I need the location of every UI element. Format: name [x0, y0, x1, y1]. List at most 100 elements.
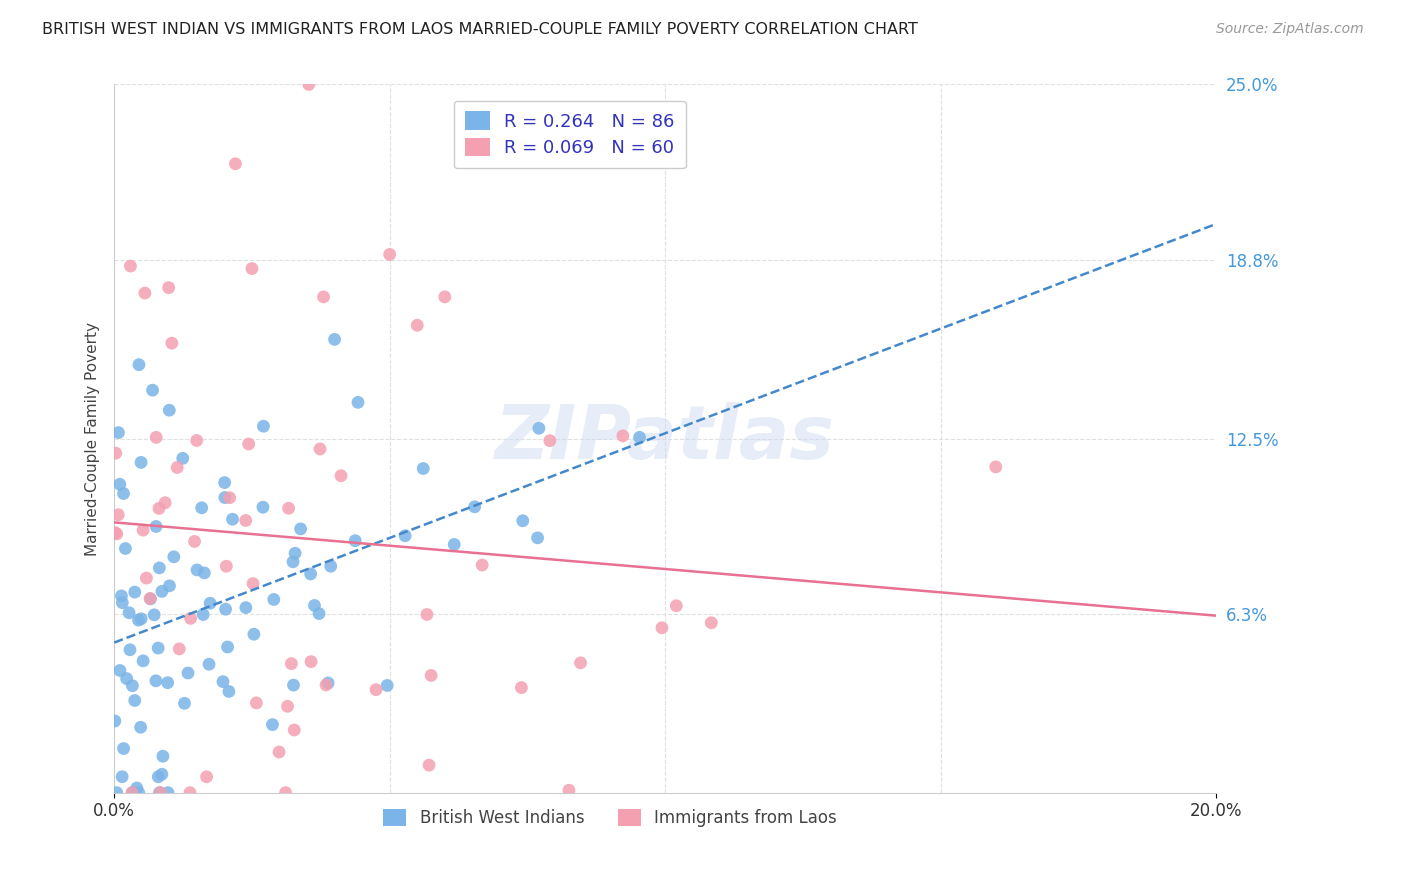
Y-axis label: Married-Couple Family Poverty: Married-Couple Family Poverty [86, 321, 100, 556]
Point [139, 591, 162, 606]
Point [277, 699, 299, 714]
Point [112, 486, 135, 500]
Point [243, 627, 266, 641]
Point [104, 714, 127, 728]
Point [214, 475, 236, 490]
Point [418, 758, 440, 772]
Point [215, 559, 238, 574]
Point [298, 78, 321, 92]
Point [700, 615, 723, 630]
Point [471, 558, 494, 572]
Point [283, 723, 305, 737]
Point [347, 395, 370, 409]
Point [180, 611, 202, 625]
Point [280, 657, 302, 671]
Point [214, 602, 236, 616]
Point [252, 500, 274, 515]
Point [284, 546, 307, 560]
Point [120, 259, 142, 273]
Point [139, 591, 162, 606]
Point [212, 674, 235, 689]
Point [195, 770, 218, 784]
Point [312, 290, 335, 304]
Point [512, 514, 534, 528]
Point [129, 455, 152, 469]
Point [183, 534, 205, 549]
Point [277, 501, 299, 516]
Point [135, 571, 157, 585]
Point [267, 745, 290, 759]
Point [111, 770, 134, 784]
Point [263, 592, 285, 607]
Point [115, 672, 138, 686]
Text: BRITISH WEST INDIAN VS IMMIGRANTS FROM LAOS MARRIED-COUPLE FAMILY POVERTY CORREL: BRITISH WEST INDIAN VS IMMIGRANTS FROM L… [42, 22, 918, 37]
Legend: British West Indians, Immigrants from Laos: British West Indians, Immigrants from La… [377, 803, 844, 834]
Point [166, 460, 188, 475]
Point [190, 500, 212, 515]
Point [538, 434, 561, 448]
Point [558, 783, 581, 797]
Point [104, 446, 127, 460]
Point [118, 642, 141, 657]
Point [612, 429, 634, 443]
Point [375, 678, 398, 692]
Point [124, 693, 146, 707]
Point [157, 403, 180, 417]
Text: Source: ZipAtlas.com: Source: ZipAtlas.com [1216, 22, 1364, 37]
Point [142, 383, 165, 397]
Point [221, 512, 243, 526]
Point [193, 566, 215, 580]
Point [218, 491, 240, 505]
Point [107, 508, 129, 522]
Point [198, 596, 221, 610]
Point [125, 780, 148, 795]
Point [319, 559, 342, 574]
Point [217, 640, 239, 654]
Point [157, 280, 180, 294]
Point [984, 459, 1007, 474]
Point [153, 496, 176, 510]
Point [510, 681, 533, 695]
Point [281, 555, 304, 569]
Point [167, 642, 190, 657]
Point [406, 318, 429, 333]
Point [316, 676, 339, 690]
Point [148, 770, 170, 784]
Point [148, 561, 170, 575]
Point [274, 786, 297, 800]
Point [149, 786, 172, 800]
Point [464, 500, 486, 514]
Text: ZIPatlas: ZIPatlas [495, 402, 835, 475]
Point [148, 501, 170, 516]
Point [107, 425, 129, 440]
Point [150, 767, 173, 781]
Point [235, 600, 257, 615]
Point [150, 584, 173, 599]
Point [104, 525, 127, 540]
Point [290, 522, 312, 536]
Point [315, 678, 337, 692]
Point [163, 549, 186, 564]
Point [143, 607, 166, 622]
Point [394, 529, 416, 543]
Point [160, 336, 183, 351]
Point [145, 673, 167, 688]
Point [214, 491, 236, 505]
Point [304, 599, 326, 613]
Point [179, 786, 201, 800]
Point [240, 261, 263, 276]
Point [156, 675, 179, 690]
Point [235, 513, 257, 527]
Point [152, 749, 174, 764]
Point [283, 678, 305, 692]
Point [198, 657, 221, 672]
Point [148, 786, 170, 800]
Point [412, 461, 434, 475]
Point [308, 607, 330, 621]
Point [218, 684, 240, 698]
Point [309, 442, 332, 456]
Point [665, 599, 688, 613]
Point [299, 655, 322, 669]
Point [245, 696, 267, 710]
Point [129, 720, 152, 734]
